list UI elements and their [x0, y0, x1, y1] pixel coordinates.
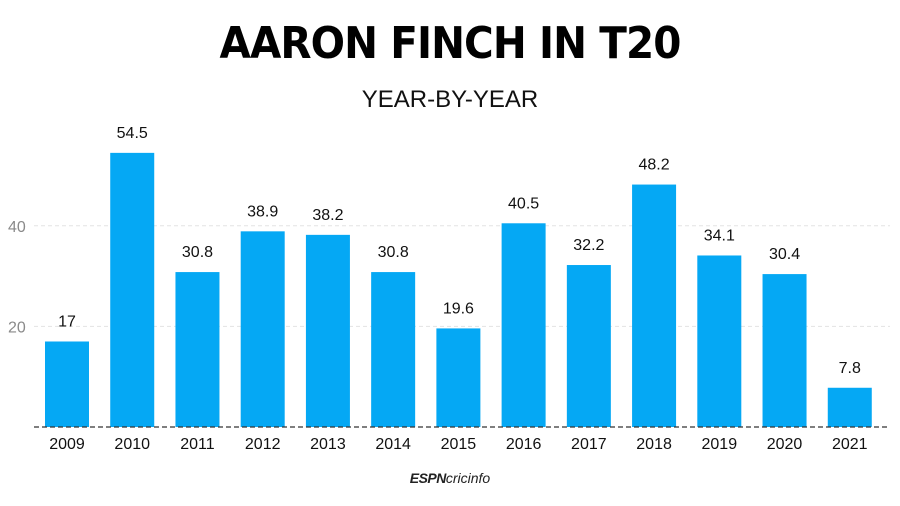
- x-tick-label: 2019: [702, 436, 738, 453]
- bar: [45, 341, 89, 427]
- data-label: 40.5: [508, 195, 539, 212]
- x-tick-label: 2017: [571, 436, 607, 453]
- y-tick-label: 40: [8, 219, 26, 236]
- bar: [371, 272, 416, 427]
- data-label: 38.2: [312, 207, 343, 224]
- x-tick-label: 2015: [441, 436, 477, 453]
- x-tick-label: 2014: [375, 436, 411, 453]
- data-label: 30.4: [769, 246, 800, 263]
- bar: [827, 387, 872, 427]
- data-label: 17: [58, 313, 76, 330]
- bar: [501, 223, 546, 427]
- x-tick-label: 2013: [310, 436, 346, 453]
- data-label: 19.6: [443, 300, 474, 317]
- data-label: 48.2: [639, 157, 670, 174]
- data-label: 30.8: [182, 244, 213, 261]
- bar: [697, 255, 742, 427]
- bar: [305, 234, 350, 427]
- x-tick-label: 2011: [180, 436, 215, 453]
- data-label: 32.2: [573, 237, 604, 254]
- x-tick-label: 2018: [636, 436, 672, 453]
- logo-espn-text: ESPN: [409, 470, 447, 486]
- chart-title: AARON FINCH IN T20: [219, 18, 682, 69]
- bar: [175, 272, 220, 427]
- x-tick-label: 2021: [832, 436, 868, 453]
- logo-cricinfo-text: cricinfo: [445, 470, 491, 486]
- y-tick-label: 20: [8, 319, 26, 336]
- chart-subtitle: YEAR-BY-YEAR: [361, 86, 539, 113]
- x-tick-label: 2010: [114, 436, 150, 453]
- data-label: 7.8: [839, 360, 861, 377]
- x-tick-label: 2012: [245, 436, 281, 453]
- x-tick-label: 2020: [767, 436, 803, 453]
- espncricinfo-logo: ESPNcricinfo: [0, 470, 900, 486]
- data-label: 38.9: [247, 203, 278, 220]
- data-label: 34.1: [704, 227, 735, 244]
- bar: [566, 265, 611, 427]
- bar: [436, 328, 481, 427]
- bar: [110, 152, 155, 428]
- data-label: 54.5: [117, 125, 148, 142]
- data-label: 30.8: [378, 244, 409, 261]
- bar: [762, 274, 807, 427]
- bar: [632, 184, 677, 427]
- x-tick-label: 2016: [506, 436, 542, 453]
- bar: [240, 231, 285, 427]
- x-tick-label: 2009: [49, 436, 85, 453]
